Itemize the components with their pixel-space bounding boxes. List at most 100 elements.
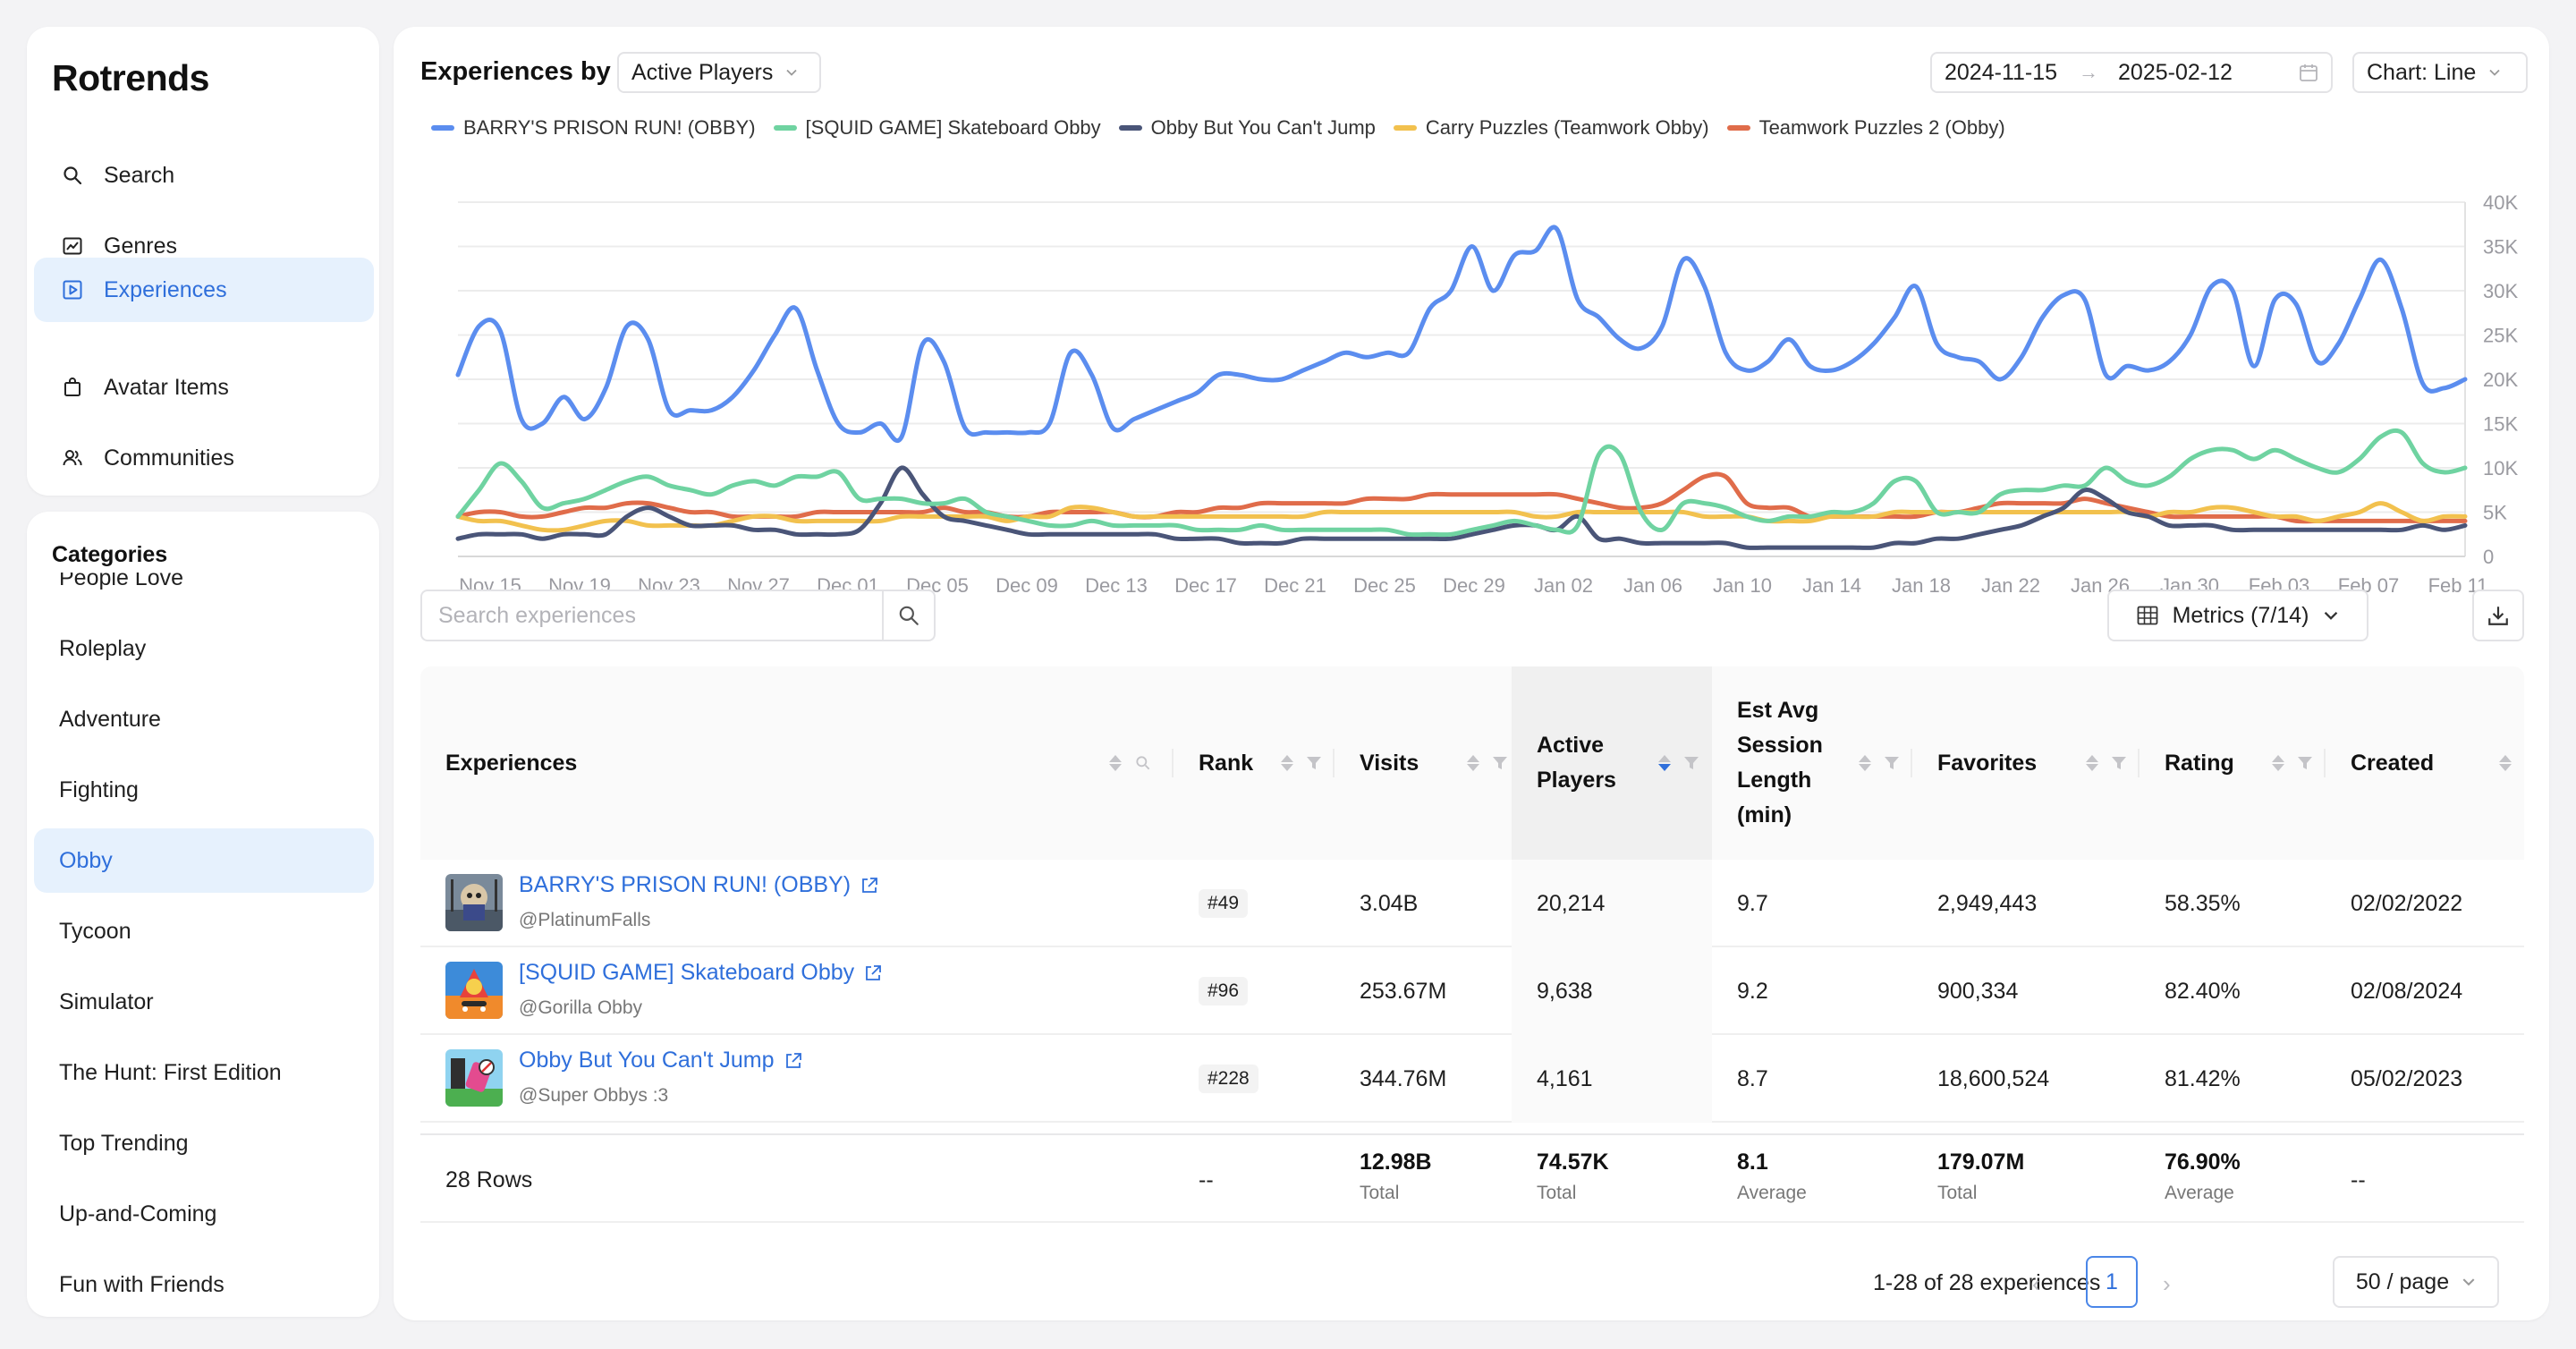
sort-icon[interactable] (2086, 755, 2098, 771)
page-1-button[interactable]: 1 (2086, 1256, 2138, 1308)
next-page-button[interactable]: › (2163, 1270, 2171, 1297)
experience-link[interactable]: [SQUID GAME] Skateboard Obby (519, 960, 883, 986)
experience-thumbnail[interactable] (445, 1049, 503, 1107)
metrics-label: Metrics (7/14) (2172, 602, 2309, 628)
x-tick-label: Jan 02 (1534, 574, 1593, 597)
date-start[interactable]: 2024-11-15 (1945, 59, 2058, 85)
category-item-people-love[interactable]: People Love (59, 573, 184, 590)
date-range-picker[interactable]: 2024-11-15 → 2025-02-12 (1930, 52, 2333, 93)
experience-thumbnail[interactable] (445, 962, 503, 1019)
creator-handle[interactable]: @Super Obbys :3 (519, 1085, 669, 1106)
table-icon (2137, 606, 2157, 625)
favorites-cell: 18,600,524 (1937, 1065, 2050, 1091)
column-header-rating[interactable]: Rating (2140, 666, 2326, 860)
chart-icon (61, 234, 84, 258)
nav-item-avatar-items[interactable]: Avatar Items (34, 355, 374, 420)
search-button[interactable] (882, 591, 934, 640)
search-input[interactable] (422, 591, 882, 640)
filter-icon[interactable] (1306, 755, 1322, 771)
nav-item-experiences[interactable]: Experiences (34, 258, 374, 322)
experience-thumbnail[interactable] (445, 874, 503, 931)
legend-item[interactable]: Carry Puzzles (Teamwork Obby) (1393, 116, 1709, 140)
table-row[interactable]: BARRY'S PRISON RUN! (OBBY) @PlatinumFall… (420, 860, 2524, 947)
legend-item[interactable]: BARRY'S PRISON RUN! (OBBY) (431, 116, 756, 140)
series-line[interactable] (455, 465, 2468, 550)
category-item-fun-with-friends[interactable]: Fun with Friends (59, 1271, 225, 1297)
nav-item-label: Search (104, 162, 175, 188)
x-tick-label: Dec 25 (1353, 574, 1416, 597)
filter-icon[interactable] (2111, 755, 2127, 771)
column-header-created[interactable]: Created (2326, 666, 2524, 860)
line-chart[interactable]: 0 5K 10K 15K 20K 25K 30K 35K 40K Nov 15 Nov 19 Nov … (394, 161, 2549, 608)
category-item-tycoon[interactable]: Tycoon (59, 918, 131, 944)
metric-select-value: Active Players (631, 59, 774, 85)
rank-badge: #49 (1199, 889, 1249, 918)
sort-icon[interactable] (1467, 755, 1479, 771)
sort-icon[interactable] (2499, 755, 2512, 771)
y-tick-label: 15K (2483, 413, 2518, 436)
filter-icon[interactable] (1492, 755, 1508, 771)
experience-link[interactable]: Obby But You Can't Jump (519, 1048, 803, 1073)
category-item-simulator[interactable]: Simulator (59, 988, 154, 1014)
category-item-adventure[interactable]: Adventure (59, 706, 161, 732)
table-row[interactable]: [SQUID GAME] Skateboard Obby @Gorilla Ob… (420, 947, 2524, 1035)
column-header-favorites[interactable]: Favorites (1912, 666, 2140, 860)
session-cell: 9.2 (1737, 978, 1768, 1004)
external-link-icon[interactable] (860, 876, 879, 895)
experience-link[interactable]: BARRY'S PRISON RUN! (OBBY) (519, 872, 879, 898)
nav-item-communities[interactable]: Communities (34, 426, 374, 490)
chart-type-select[interactable]: Chart: Line (2352, 52, 2528, 93)
metric-select[interactable]: Active Players (617, 52, 821, 93)
series-line[interactable] (455, 428, 2468, 538)
column-header-experiences[interactable]: Experiences (420, 666, 1174, 860)
sort-icon[interactable] (1281, 755, 1293, 771)
category-item-fighting[interactable]: Fighting (59, 776, 139, 802)
series-line[interactable] (455, 471, 2468, 524)
filter-icon[interactable] (2297, 755, 2313, 771)
chart-header-title: Experiences by (420, 57, 611, 86)
search-icon[interactable] (1134, 754, 1152, 772)
series-line[interactable] (455, 225, 2468, 443)
creator-handle[interactable]: @Gorilla Obby (519, 997, 643, 1018)
y-tick-label: 30K (2483, 280, 2518, 302)
sort-icon[interactable] (1109, 755, 1122, 771)
column-header-active-players[interactable]: Active Players (1512, 666, 1712, 860)
nav-item-genres[interactable]: Genres (34, 214, 374, 278)
x-tick-label: Jan 14 (1802, 574, 1861, 597)
prev-page-button[interactable]: ‹ (2032, 1270, 2040, 1297)
category-item-top-trending[interactable]: Top Trending (59, 1130, 189, 1156)
external-link-icon[interactable] (863, 963, 883, 983)
categories-list[interactable]: People Love Roleplay Adventure Fighting … (27, 573, 379, 1317)
filter-icon[interactable] (1884, 755, 1900, 771)
column-header-session-length[interactable]: Est Avg Session Length (min) (1712, 666, 1912, 860)
rating-summary: 76.90% Average (2165, 1150, 2241, 1203)
column-header-visits[interactable]: Visits (1335, 666, 1521, 860)
pagination-summary: 1-28 of 28 experiences (1873, 1270, 2101, 1295)
legend-label: [SQUID GAME] Skateboard Obby (805, 116, 1101, 139)
category-item-up-and-coming[interactable]: Up-and-Coming (59, 1201, 217, 1226)
legend-item[interactable]: [SQUID GAME] Skateboard Obby (773, 116, 1101, 140)
legend-item[interactable]: Teamwork Puzzles 2 (Obby) (1726, 116, 2005, 140)
rating-cell: 82.40% (2165, 978, 2241, 1004)
table-row[interactable]: Obby But You Can't Jump @Super Obbys :3 … (420, 1035, 2524, 1123)
filter-icon[interactable] (1683, 755, 1699, 771)
category-item-obby[interactable]: Obby (34, 828, 374, 893)
brand-logo[interactable]: Rotrends (52, 57, 209, 98)
category-item-roleplay[interactable]: Roleplay (59, 635, 147, 661)
external-link-icon[interactable] (784, 1051, 803, 1071)
page-size-select[interactable]: 50 / page (2333, 1256, 2499, 1308)
categories-title: Categories (52, 542, 168, 567)
sort-icon[interactable] (2272, 755, 2284, 771)
date-end[interactable]: 2025-02-12 (2118, 59, 2233, 85)
nav-item-search[interactable]: Search (34, 143, 374, 208)
column-header-rank[interactable]: Rank (1174, 666, 1335, 860)
legend-item[interactable]: Obby But You Can't Jump (1118, 116, 1376, 140)
download-button[interactable] (2472, 590, 2524, 641)
category-item-the-hunt[interactable]: The Hunt: First Edition (59, 1059, 282, 1085)
creator-handle[interactable]: @PlatinumFalls (519, 910, 651, 930)
metrics-button[interactable]: Metrics (7/14) (2107, 590, 2368, 641)
created-cell: 02/02/2022 (2351, 890, 2463, 916)
sort-desc-icon[interactable] (1658, 755, 1671, 771)
sort-icon[interactable] (1859, 755, 1871, 771)
table-summary-row: 28 Rows -- 12.98B Total 74.57K Total 8.1… (420, 1133, 2524, 1223)
